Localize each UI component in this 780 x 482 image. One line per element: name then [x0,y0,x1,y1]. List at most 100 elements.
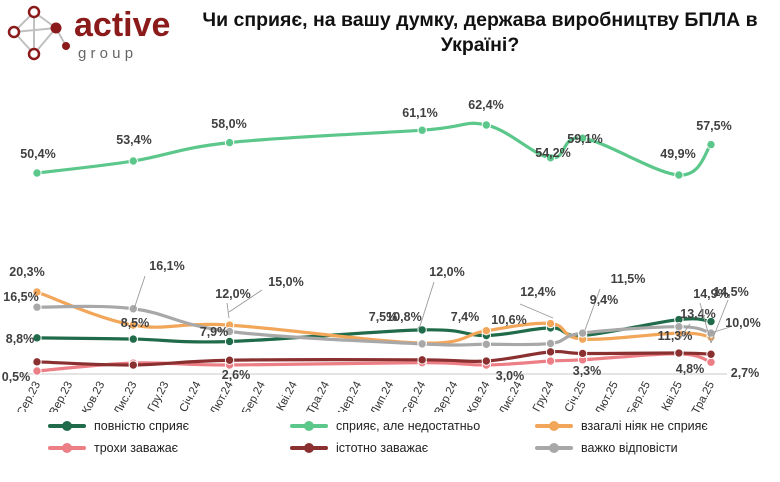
legend-marker [62,443,72,453]
data-point [545,153,556,163]
x-tick-label: Січ.24 [178,379,204,412]
data-point [674,348,684,358]
x-tick-label: Сер.24 [400,379,428,412]
legend-marker [549,421,559,431]
legend-marker [304,443,314,453]
data-point [545,318,556,329]
data-label: 2,6% [222,368,251,382]
data-point [577,133,588,143]
label-leader-line [710,326,731,334]
label-leader-line [699,302,712,344]
data-label: 20,3% [9,265,44,279]
x-tick-label: Лип.24 [369,379,397,412]
legend-marker [304,421,314,431]
data-label: 53,4% [116,133,151,147]
x-tick-label: Кві.25 [660,380,685,412]
legend-item: трохи заважає [48,438,178,458]
label-leader-line [226,302,230,319]
data-point [32,287,42,297]
data-point [128,320,138,330]
data-point [417,325,427,335]
legend-item: повністю сприяє [48,416,189,436]
data-label: 2,7% [731,366,760,380]
legend-marker [549,443,559,453]
x-tick-label: Тра.24 [305,379,332,412]
data-point [32,333,42,343]
data-label: 0,5% [2,370,31,384]
logo-brand-text: active [74,6,170,44]
data-label: 15,0% [268,275,303,289]
x-tick-label: Лис.24 [497,379,525,412]
label-leader-line [228,289,263,313]
logo-network-icon [7,5,70,61]
legend-marker [62,421,72,431]
data-label: 62,4% [468,98,503,112]
legend-label: взагалі ніяк не сприяє [581,419,708,433]
data-label: 12,0% [215,287,250,301]
legend-swatch [535,421,573,431]
active-group-logo: active g r o u p [4,2,180,66]
x-tick-label: Лис.23 [112,380,139,412]
data-point [545,347,556,357]
x-tick-label: Вер.23 [48,380,76,412]
data-point [706,357,716,367]
x-tick-label: Жов.24 [464,379,493,412]
data-point [32,302,42,312]
data-point [706,139,716,150]
data-point [577,328,588,338]
legend-label: істотно заважає [336,441,429,455]
data-label: 12,4% [520,285,555,299]
x-tick-label: Тра.25 [690,380,717,412]
x-tick-label: Жов.23 [78,380,107,412]
data-point [674,322,684,332]
data-point [481,339,492,349]
data-label: 7,4% [451,310,480,324]
x-tick-label: Лют.25 [593,380,620,412]
data-point [128,334,138,344]
data-point [224,137,235,148]
data-point [674,170,684,180]
data-label: 57,5% [696,119,731,133]
data-point [32,357,42,367]
data-label: 14,9% [693,287,728,301]
data-label: 13,4% [680,307,715,321]
line-chart: Сер.23 Вер.23 Жов.23 Лис.23 Гру.23 Січ.24 Лют.… [2,98,761,412]
data-point [128,304,138,314]
legend-item: сприяє, але недостатньо [290,416,480,436]
x-tick-label: Чер.24 [336,379,364,412]
data-label: 59,1% [567,132,602,146]
data-label: 54,2% [535,146,570,160]
label-leader-line [417,325,421,329]
x-tick-label: Гру.24 [531,379,557,412]
data-label: 58,0% [211,117,246,131]
legend-item: взагалі ніяк не сприяє [535,416,708,436]
x-tick-label: Сер.23 [15,380,43,412]
data-label: 9,4% [590,293,619,307]
data-label: 16,5% [3,290,38,304]
data-label: 14,5% [713,285,748,299]
legend-swatch [48,421,86,431]
legend-swatch [290,421,328,431]
series-line-5 [35,349,713,367]
data-label: 7,5% [369,310,398,324]
label-leader-line [419,281,435,327]
x-tick-label: Кві.24 [275,379,301,412]
data-label: 11,5% [611,272,646,286]
chart-legend: повністю сприяє сприяє, але недостатньо вз… [0,412,780,472]
data-point [417,339,427,349]
data-label: 10,6% [491,313,526,327]
label-leader-line [133,275,146,310]
data-label: 10,8% [386,310,421,324]
chart-title: Чи сприяє, на вашу думку, держава виробн… [202,9,758,56]
label-leader-line [678,323,691,341]
series-line-2 [35,121,713,177]
data-label: 3,0% [496,369,525,383]
data-point [32,366,42,376]
data-point [224,336,235,347]
label-leader-line [710,299,729,344]
data-point [545,356,556,366]
legend-item: важко відповісти [535,438,678,458]
data-point [706,316,716,327]
data-label: 50,4% [20,147,55,161]
data-label: 10,0% [725,316,760,330]
